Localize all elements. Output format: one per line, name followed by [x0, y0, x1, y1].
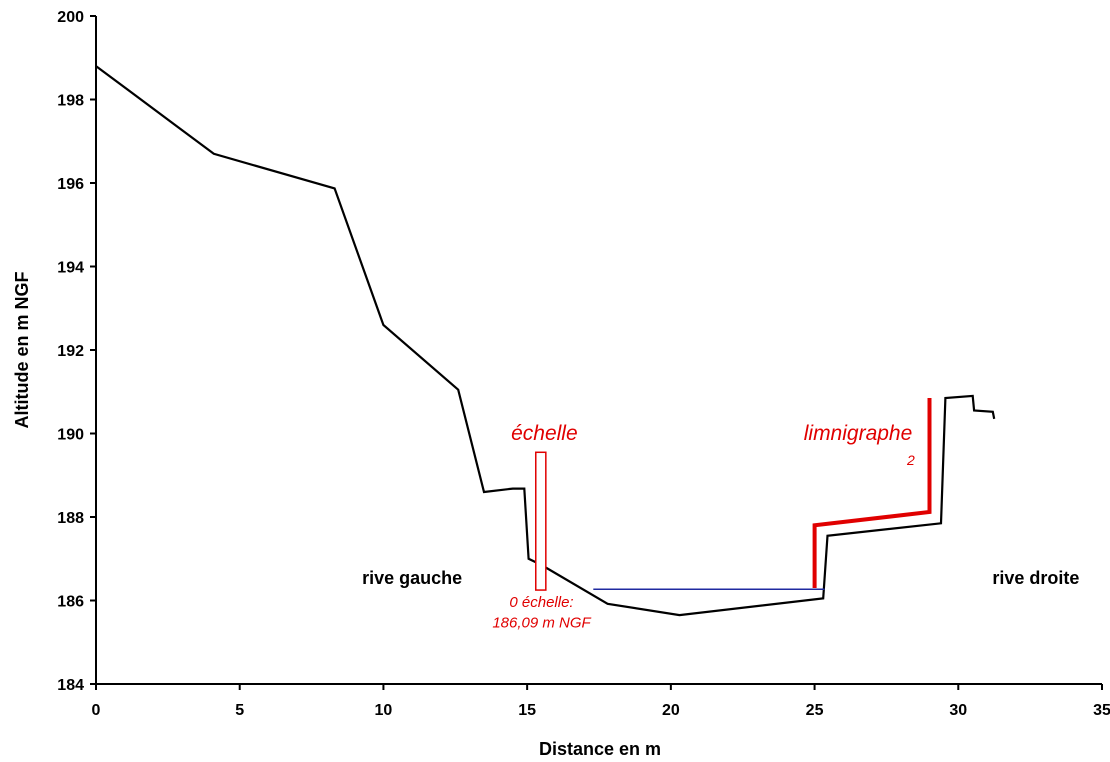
- annotations: échelle limnigraphe 2 0 échelle: 186,09 m NG…: [362, 422, 1079, 632]
- y-tick-label: 190: [57, 427, 84, 444]
- x-tick-label: 15: [518, 702, 536, 719]
- limnigraphe-label: limnigraphe: [804, 422, 913, 445]
- y-tick-label: 200: [57, 9, 84, 26]
- x-tick-label: 10: [375, 702, 393, 719]
- limnigraphe-line: [812, 398, 932, 588]
- y-tick-label: 196: [57, 176, 84, 193]
- plot-lines: [95, 65, 996, 617]
- limnigraphe-label-fragment: 2: [906, 452, 915, 468]
- x-tick-label: 25: [806, 702, 824, 719]
- x-tick-label: 5: [235, 702, 244, 719]
- riverbed-profile-line: [95, 65, 996, 617]
- y-axis-title: Altitude en m NGF: [12, 271, 32, 428]
- axes: [95, 16, 1102, 685]
- y-tick-label: 186: [57, 594, 84, 611]
- y-tick-label: 188: [57, 510, 84, 527]
- y-tick-label: 198: [57, 93, 84, 110]
- marker-layer: [535, 451, 547, 591]
- x-tick-label: 0: [92, 702, 101, 719]
- rive-droite-label: rive droite: [992, 568, 1079, 588]
- zero-echelle-label: 0 échelle:: [509, 594, 573, 611]
- y-tick-label: 184: [57, 677, 84, 694]
- echelle-label: échelle: [511, 422, 578, 445]
- zero-echelle-value: 186,09 m NGF: [492, 615, 591, 632]
- ticks: 0 5 10 15 20 25 30 3518418618819019219419619820…: [57, 9, 1110, 719]
- x-tick-label: 20: [662, 702, 680, 719]
- rive-gauche-label: rive gauche: [362, 568, 462, 588]
- x-axis-title: Distance en m: [539, 739, 661, 759]
- y-tick-label: 194: [57, 260, 84, 277]
- y-tick-label: 192: [57, 343, 84, 360]
- x-tick-label: 35: [1093, 702, 1110, 719]
- x-tick-label: 30: [949, 702, 967, 719]
- echelle-gauge-marker: [535, 451, 547, 591]
